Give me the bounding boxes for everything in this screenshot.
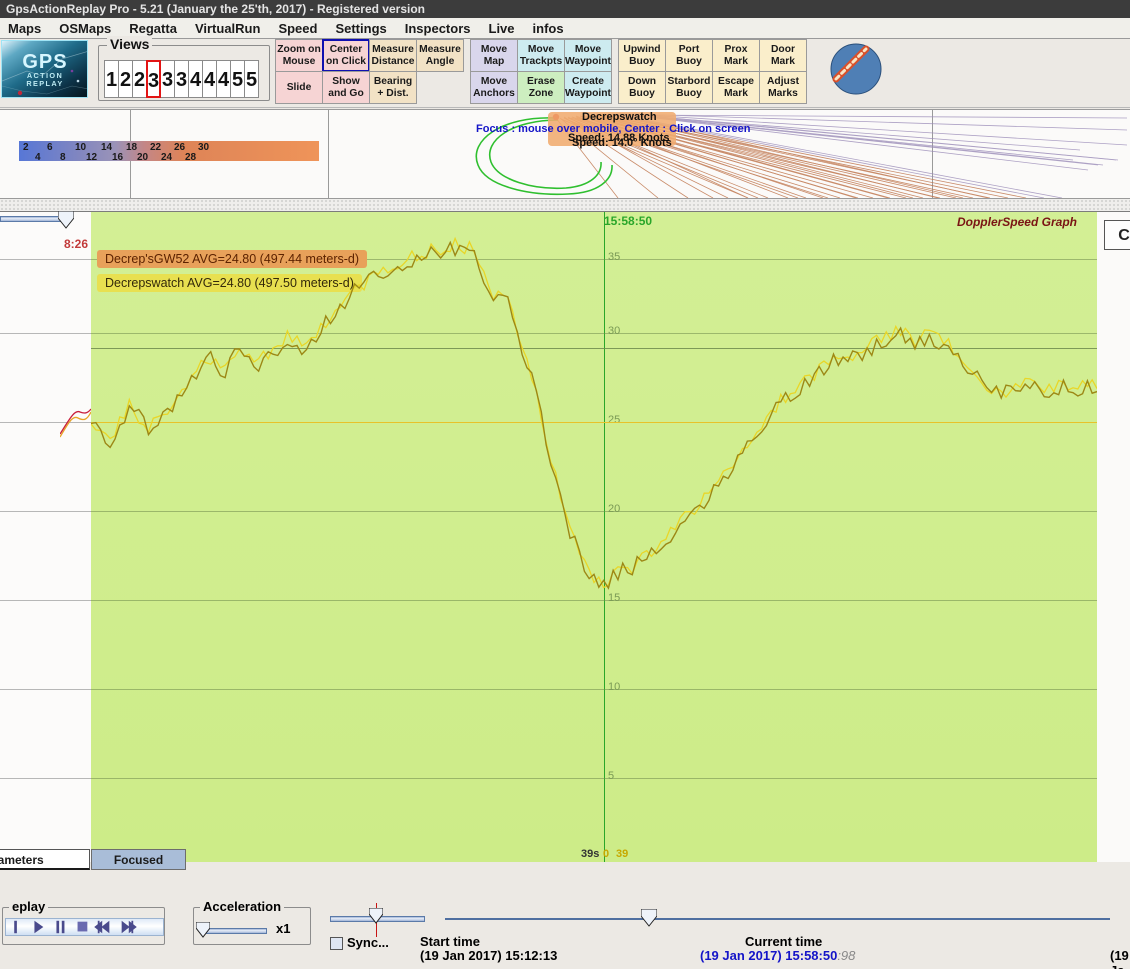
svg-text:GPS: GPS: [22, 51, 67, 73]
svg-text:REPLAY: REPLAY: [26, 79, 63, 88]
